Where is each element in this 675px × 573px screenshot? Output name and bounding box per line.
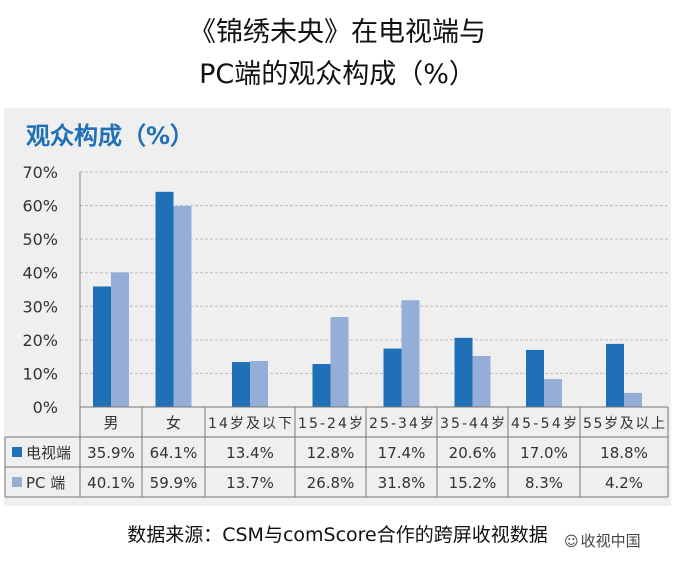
data-label: 12.8%	[307, 444, 355, 462]
chart-title-line2: PC端的观众构成（%）	[199, 59, 476, 90]
chart-inner-title: 观众构成（%）	[26, 122, 195, 150]
data-label: 15.2%	[449, 474, 497, 492]
y-tick-label: 10%	[22, 364, 58, 383]
category-label: 女	[166, 414, 181, 432]
data-label: 18.8%	[600, 444, 648, 462]
data-label: 13.7%	[226, 474, 274, 492]
legend-label: PC 端	[26, 474, 65, 492]
category-label: 35-44岁	[440, 416, 505, 432]
data-label: 8.3%	[525, 474, 563, 492]
category-label: 15-24岁	[298, 416, 363, 432]
category-label: 45-54岁	[511, 416, 577, 432]
data-source-note: 数据来源：CSM与comScore合作的跨屏收视数据	[127, 524, 548, 546]
data-label: 31.8%	[378, 474, 426, 492]
wechat-icon: ☺	[564, 534, 579, 550]
bar	[624, 392, 642, 407]
bar	[93, 286, 111, 407]
category-label: 55岁及以上	[583, 416, 665, 432]
category-label: 25-34岁	[369, 416, 434, 432]
bar	[173, 205, 192, 407]
bar	[232, 362, 250, 407]
bar	[454, 337, 473, 407]
data-label: 35.9%	[87, 444, 135, 462]
data-label: 17.4%	[378, 444, 426, 462]
bars	[93, 191, 642, 407]
bar	[526, 349, 544, 407]
watermark-text: 收视中国	[580, 532, 641, 550]
data-label: 40.1%	[87, 474, 135, 492]
data-label: 59.9%	[150, 474, 198, 492]
legend-label: 电视端	[26, 444, 71, 462]
bar	[472, 355, 491, 407]
bar	[383, 348, 402, 407]
chart-title-line1: 《锦绣未央》在电视端与	[189, 17, 486, 48]
axes: 0% 10% 20% 30% 40% 50% 60% 70%	[22, 163, 81, 417]
data-label: 26.8%	[307, 474, 355, 492]
y-tick-label: 20%	[22, 331, 58, 350]
legend-swatch	[12, 447, 22, 457]
data-label: 4.2%	[605, 474, 643, 492]
bar	[330, 317, 349, 407]
data-label: 20.6%	[449, 444, 497, 462]
y-tick-label: 0%	[33, 398, 58, 417]
bar	[155, 191, 174, 407]
bar	[312, 364, 331, 407]
bar	[111, 272, 129, 407]
data-label: 13.4%	[226, 444, 274, 462]
y-tick-label: 40%	[22, 264, 58, 283]
bar	[544, 379, 562, 407]
data-label: 64.1%	[150, 444, 198, 462]
bar	[606, 343, 624, 407]
watermark: ☺ 收视中国	[560, 530, 645, 553]
bar	[401, 300, 420, 407]
y-tick-label: 30%	[22, 297, 58, 316]
data-label: 17.0%	[520, 444, 568, 462]
bar	[250, 361, 268, 407]
category-label: 男	[103, 414, 118, 432]
y-tick-label: 70%	[22, 163, 58, 182]
legend-swatch	[12, 477, 22, 487]
category-label: 14岁及以下	[208, 416, 292, 432]
data-table: 男 女 14岁及以下 15-24岁 25-34岁 35-44岁 45-54岁 55岁及以上电视…	[4, 406, 669, 498]
y-tick-label: 60%	[22, 197, 58, 216]
y-tick-label: 50%	[22, 230, 58, 249]
